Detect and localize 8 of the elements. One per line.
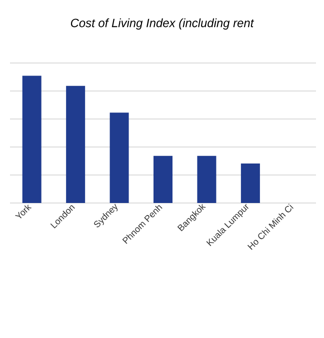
bar — [240, 164, 260, 203]
bar — [110, 112, 129, 203]
bar — [66, 86, 86, 203]
bar — [197, 156, 216, 203]
x-tick-label: York — [14, 204, 32, 218]
bar — [22, 76, 42, 203]
bar — [154, 156, 172, 203]
chart-title: Cost of Living Index (including rent — [70, 18, 254, 30]
